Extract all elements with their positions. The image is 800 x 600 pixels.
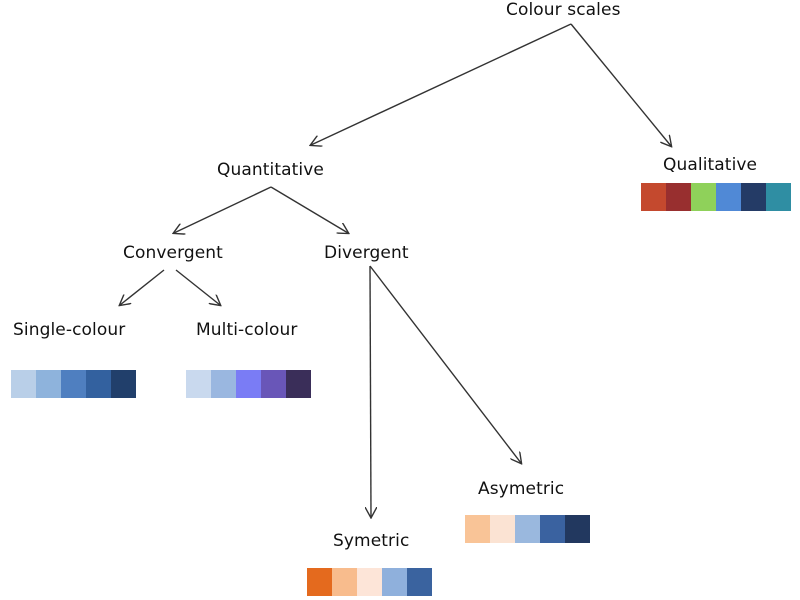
arrow-divergent-to-symetric bbox=[370, 265, 371, 517]
arrow-quantitative-to-convergent bbox=[174, 186, 272, 233]
node-convergent: Convergent bbox=[123, 243, 223, 263]
swatch-cell bbox=[382, 568, 407, 596]
palette-multi-colour bbox=[186, 370, 311, 398]
swatch-cell bbox=[515, 515, 540, 543]
swatch-cell bbox=[11, 370, 36, 398]
node-asymetric: Asymetric bbox=[478, 479, 565, 499]
swatch-cell bbox=[407, 568, 432, 596]
palette-qualitative bbox=[641, 183, 791, 211]
palette-single-colour bbox=[11, 370, 136, 398]
node-qualitative: Qualitative bbox=[663, 155, 758, 175]
swatch-cell bbox=[86, 370, 111, 398]
arrow-divergent-to-asymetric bbox=[369, 265, 521, 463]
palette-asymetric bbox=[465, 515, 590, 543]
swatch-cell bbox=[465, 515, 490, 543]
arrow-quantitative-to-divergent bbox=[270, 186, 348, 233]
swatch-cell bbox=[357, 568, 382, 596]
swatch-cell bbox=[641, 183, 666, 211]
node-symetric: Symetric bbox=[333, 531, 410, 551]
palette-symetric bbox=[307, 568, 432, 596]
swatch-cell bbox=[61, 370, 86, 398]
node-quantitative: Quantitative bbox=[217, 160, 324, 180]
swatch-cell bbox=[186, 370, 211, 398]
arrow-convergent-to-single bbox=[120, 269, 165, 305]
swatch-cell bbox=[36, 370, 61, 398]
node-colour-scales: Colour scales bbox=[506, 0, 621, 20]
arrow-root-to-qualitative bbox=[570, 23, 671, 146]
swatch-cell bbox=[111, 370, 136, 398]
node-single-colour: Single-colour bbox=[13, 320, 126, 340]
swatch-cell bbox=[716, 183, 741, 211]
swatch-cell bbox=[286, 370, 311, 398]
arrow-convergent-to-multi bbox=[175, 269, 220, 305]
swatch-cell bbox=[211, 370, 236, 398]
swatch-cell bbox=[332, 568, 357, 596]
arrow-root-to-quantitative bbox=[311, 23, 572, 145]
swatch-cell bbox=[666, 183, 691, 211]
swatch-cell bbox=[236, 370, 261, 398]
node-divergent: Divergent bbox=[324, 243, 409, 263]
swatch-cell bbox=[490, 515, 515, 543]
swatch-cell bbox=[691, 183, 716, 211]
swatch-cell bbox=[307, 568, 332, 596]
node-multi-colour: Multi-colour bbox=[196, 320, 298, 340]
swatch-cell bbox=[261, 370, 286, 398]
swatch-cell bbox=[565, 515, 590, 543]
swatch-cell bbox=[766, 183, 791, 211]
swatch-cell bbox=[741, 183, 766, 211]
swatch-cell bbox=[540, 515, 565, 543]
